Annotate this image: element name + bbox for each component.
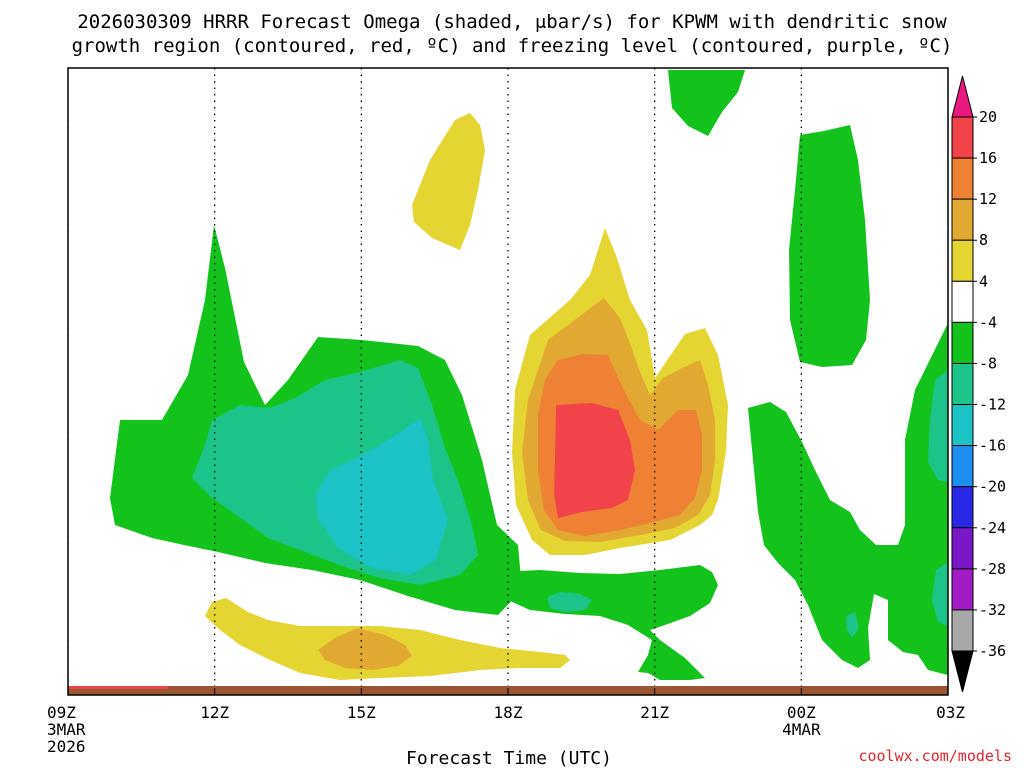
colorbar-bin-11	[951, 527, 974, 570]
colorbar-bin-7	[951, 362, 974, 406]
x-axis-title: Forecast Time (UTC)	[406, 748, 612, 768]
x-tick-label-03Z: 03Z	[936, 703, 965, 722]
colorbar-bin-3	[951, 198, 974, 241]
colorbar-label-8: -16	[979, 437, 1006, 455]
colorbar-label-9: -20	[979, 478, 1006, 496]
colorbar-label-3: 8	[979, 231, 988, 249]
omega-region-upward-far-right-moderate	[928, 370, 948, 482]
omega-region-upward-lowmid-moderate	[547, 592, 592, 612]
colorbar-bin-4	[951, 239, 974, 282]
omega-region-upward-main-strong	[316, 418, 448, 575]
colorbar-label-6: -8	[979, 354, 997, 372]
omega-shading	[110, 70, 948, 680]
colorbar-bin-8	[951, 404, 974, 447]
omega-region-upward-far-right-small	[846, 612, 859, 638]
omega-region-upward-upper-right-weak	[668, 70, 745, 136]
colorbar-label-10: -24	[979, 519, 1006, 537]
colorbar-label-12: -32	[979, 601, 1006, 619]
colorbar-bin-2	[951, 157, 974, 200]
colorbar-label-7: -12	[979, 396, 1006, 414]
colorbar-bottom-arrow	[951, 650, 974, 693]
x-tick-label-00Z: 00Z	[787, 703, 816, 722]
omega-region-sinking-upper-weak	[412, 113, 485, 250]
x-tick-date-4MAR: 4MAR	[782, 720, 821, 739]
colorbar: 20 16 12 8 4 -4 -8 -12 -16 -20 -24 -28 -32 -36	[951, 75, 1006, 693]
colorbar-bin-10	[951, 486, 974, 529]
x-tick-date-3MAR: 3MAR	[47, 720, 86, 739]
credit-text: coolwx.com/models	[858, 747, 1012, 765]
colorbar-bin-6	[951, 321, 974, 364]
x-tick-label-12Z: 12Z	[200, 703, 229, 722]
colorbar-bin-13	[951, 609, 974, 652]
colorbar-label-13: -36	[979, 642, 1006, 660]
gridlines	[68, 68, 948, 695]
ground-bar-left-segment	[68, 686, 168, 689]
omega-region-upward-far-right-moderate-2	[932, 562, 948, 626]
x-tick-year-2026: 2026	[47, 737, 86, 756]
colorbar-bin-1	[951, 116, 974, 159]
colorbar-label-4: 4	[979, 272, 988, 290]
colorbar-bin-5	[951, 280, 974, 323]
colorbar-label-0: 20	[979, 108, 997, 126]
omega-region-upward-far-right-weak	[748, 323, 948, 675]
colorbar-top-arrow	[951, 75, 974, 118]
colorbar-label-11: -28	[979, 560, 1006, 578]
omega-region-upward-right-weak	[789, 125, 870, 367]
colorbar-label-5: -4	[979, 313, 997, 331]
x-tick-label-18Z: 18Z	[494, 703, 523, 722]
omega-region-sinking-main-peak	[554, 403, 635, 518]
colorbar-bin-9	[951, 445, 974, 488]
omega-region-sinking-low-moderate	[318, 628, 412, 670]
x-tick-label-21Z: 21Z	[640, 703, 669, 722]
omega-region-upward-lowmid-weak	[498, 565, 718, 680]
colorbar-label-2: 12	[979, 190, 997, 208]
x-tick-label-09Z: 09Z	[47, 703, 76, 722]
chart-title-line-2: growth region (contoured, red, ºC) and f…	[72, 35, 953, 57]
colorbar-label-1: 16	[979, 149, 997, 167]
x-tick-label-15Z: 15Z	[347, 703, 376, 722]
chart-title-line-1: 2026030309 HRRR Forecast Omega (shaded, …	[77, 11, 947, 33]
colorbar-bin-12	[951, 568, 974, 611]
